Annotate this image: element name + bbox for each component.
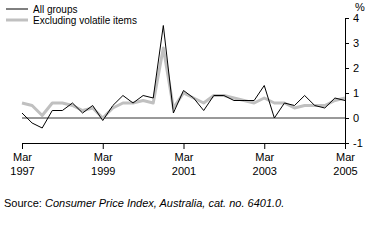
x-axis: Mar1997 Mar1999 Mar2001 Mar2003 Mar2005	[10, 143, 357, 177]
y-tick-label: -1	[353, 137, 363, 149]
x-tick-label: Mar2005	[333, 151, 357, 177]
x-tick-mark	[22, 143, 23, 149]
y-axis: -1 0 1 2 3 4	[345, 12, 363, 149]
x-tick-label: Mar2003	[253, 151, 277, 177]
legend-label: All groups	[33, 4, 77, 15]
x-axis-line	[23, 144, 346, 150]
y-tick-mark	[345, 118, 349, 119]
y-tick-label: 0	[353, 112, 359, 124]
y-tick-mark	[345, 18, 349, 19]
x-tick: Mar2005	[333, 143, 357, 177]
x-tick-label: Mar1997	[10, 151, 34, 177]
x-tick: Mar1999	[91, 143, 115, 177]
y-tick: 2	[345, 62, 359, 74]
y-tick: 3	[345, 37, 359, 49]
y-tick: -1	[345, 137, 363, 149]
x-tick-label: Mar1999	[91, 151, 115, 177]
x-tick-mark	[184, 143, 185, 149]
x-tick: Mar2003	[253, 143, 277, 177]
legend-label: Excluding volatile items	[33, 15, 137, 26]
series-line	[22, 26, 345, 129]
y-tick-mark	[345, 68, 349, 69]
x-tick-label: Mar2001	[172, 151, 196, 177]
x-tick-mark	[103, 143, 104, 149]
y-tick: 1	[345, 87, 359, 99]
zero-line	[22, 118, 345, 119]
x-tick-mark	[264, 143, 265, 149]
x-tick: Mar2001	[172, 143, 196, 177]
y-axis-title: %	[355, 1, 365, 13]
legend: All groupsExcluding volatile items	[6, 4, 137, 26]
x-tick-mark	[345, 143, 346, 149]
y-tick-label: 4	[353, 12, 359, 24]
y-tick-mark	[345, 93, 349, 94]
x-tick: Mar1997	[10, 143, 34, 177]
y-tick-mark	[345, 43, 349, 44]
y-tick-label: 3	[353, 37, 359, 49]
source-note: Source: Consumer Price Index, Australia,…	[4, 197, 284, 209]
y-tick-label: 1	[353, 87, 359, 99]
plot-area	[22, 26, 345, 129]
y-tick: 4	[345, 12, 359, 24]
legend-swatch	[6, 19, 28, 22]
chart: -1 0 1 2 3 4% Mar1997 Mar1999 Mar2001 Mar2003 Mar2…	[0, 0, 380, 247]
y-tick-label: 2	[353, 62, 359, 74]
series-line	[22, 48, 345, 118]
legend-swatch	[6, 9, 28, 10]
y-tick: 0	[345, 112, 359, 124]
y-axis-line	[346, 19, 350, 144]
